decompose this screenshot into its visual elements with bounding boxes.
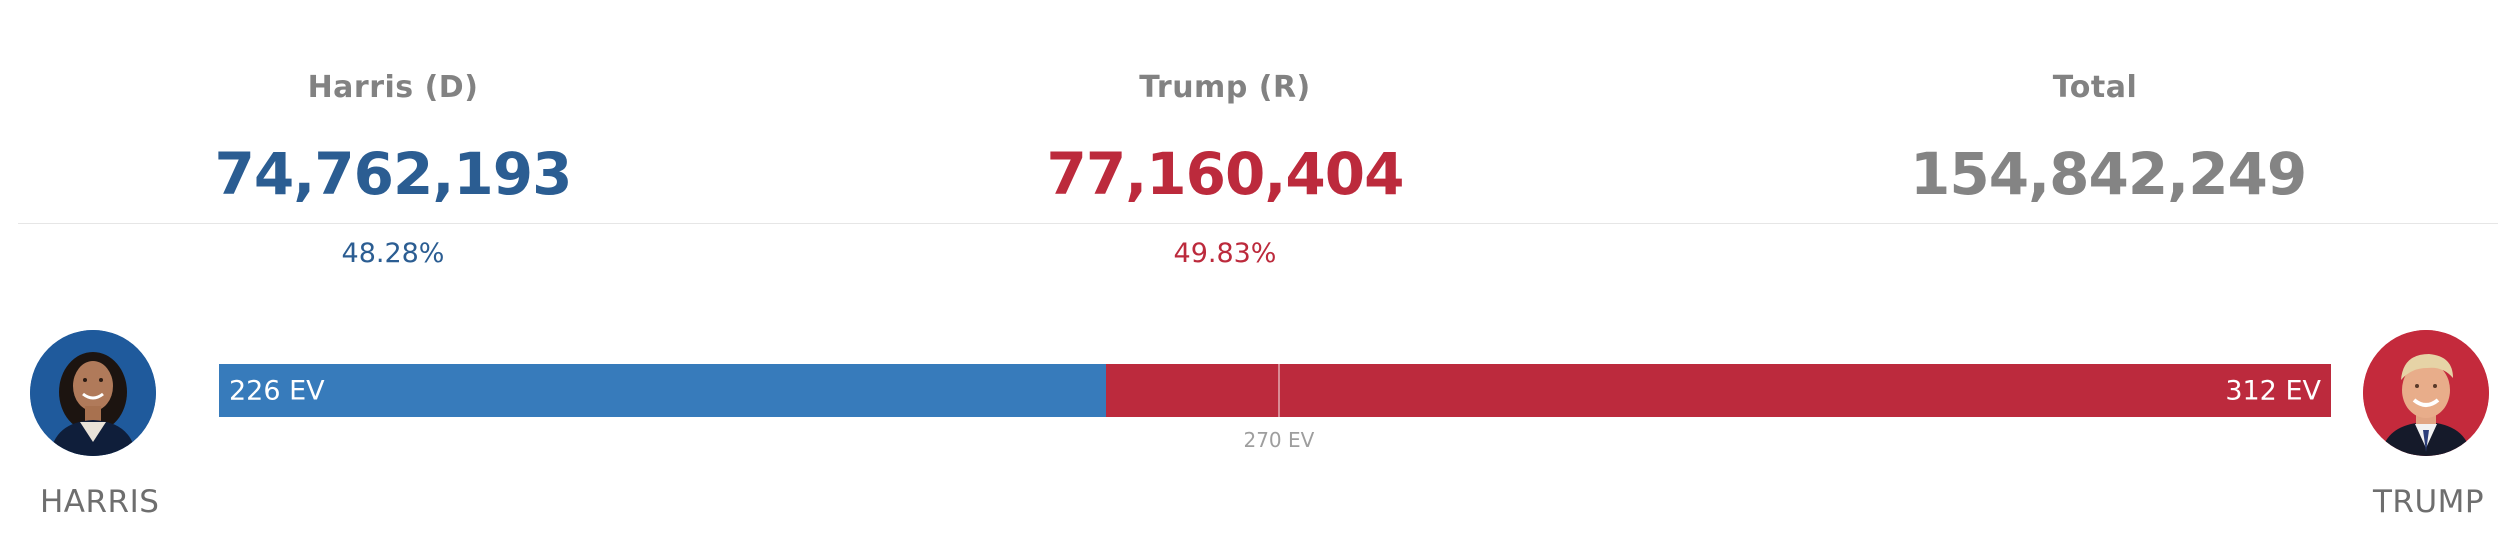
trump-avatar-label: TRUMP	[2373, 484, 2485, 520]
trump-ev-segment: 312 EV	[1106, 364, 2331, 417]
trump-portrait-icon	[2363, 330, 2489, 456]
harris-ev-label: 226 EV	[229, 375, 325, 406]
trump-vote-count: 77,160,404	[1046, 140, 1405, 208]
trump-header: Trump (R)	[1139, 70, 1311, 105]
threshold-label: 270 EV	[1243, 428, 1315, 452]
trump-percent: 49.83%	[1173, 238, 1277, 269]
harris-avatar-label: HARRIS	[40, 484, 160, 520]
harris-portrait-icon	[30, 330, 156, 456]
electoral-vote-bar: 226 EV 312 EV	[219, 364, 2331, 417]
summary-divider	[18, 223, 2498, 224]
harris-percent: 48.28%	[341, 238, 445, 269]
harris-vote-count: 74,762,193	[214, 140, 573, 208]
total-vote-count: 154,842,249	[1910, 140, 2307, 208]
harris-header: Harris (D)	[307, 70, 479, 105]
harris-ev-segment: 226 EV	[219, 364, 1107, 417]
total-header: Total	[2052, 70, 2138, 105]
trump-ev-label: 312 EV	[2225, 375, 2321, 406]
threshold-marker	[1277, 364, 1280, 417]
